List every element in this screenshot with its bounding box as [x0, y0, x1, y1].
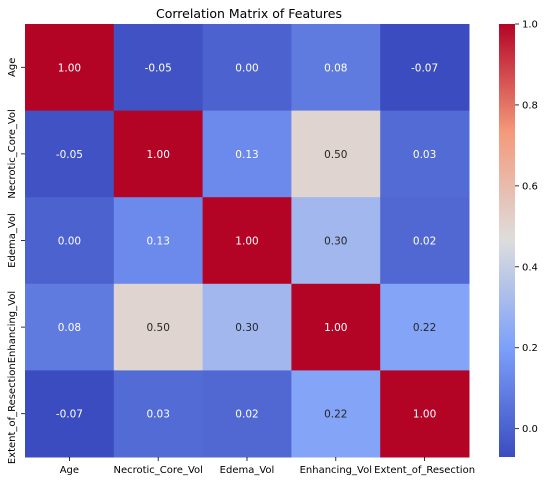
y-tick-label: Necrotic_Core_Vol	[7, 109, 18, 198]
x-tick-label: Enhancing_Vol	[300, 465, 372, 476]
heatmap-cell	[291, 197, 381, 285]
heatmap-cell	[25, 24, 115, 112]
cell-annotation: 0.08	[324, 62, 347, 74]
cell-annotation: 0.02	[235, 409, 258, 421]
heatmap-cell	[202, 197, 292, 285]
heatmap-cell	[291, 110, 381, 198]
cell-annotation: 0.00	[235, 62, 258, 74]
cell-annotation: 0.50	[147, 322, 170, 334]
heatmap-cell	[25, 283, 115, 371]
colorbar-tick-label: 0.2	[522, 343, 538, 354]
cell-annotation: -0.07	[56, 409, 83, 421]
colorbar-tick-label: 0.4	[522, 262, 538, 273]
cell-annotation: 0.50	[324, 149, 347, 161]
heatmap-cell	[113, 370, 204, 458]
heatmap-cell	[113, 110, 204, 198]
colorbar-tick-label: 1.0	[522, 20, 538, 31]
cell-annotation: 1.00	[147, 149, 170, 161]
heatmap-cell	[113, 283, 204, 371]
heatmap-cell	[291, 24, 381, 112]
heatmap-cell	[380, 370, 470, 458]
colorbar-tick-label: 0.0	[522, 424, 538, 435]
colorbar-gradient	[499, 24, 515, 457]
heatmap-cell	[291, 370, 381, 458]
heatmap-cell	[380, 283, 470, 371]
heatmap-cell	[380, 197, 470, 285]
heatmap-cell	[25, 110, 115, 198]
heatmap-cell	[291, 283, 381, 371]
cell-annotation: 0.13	[235, 149, 258, 161]
x-tick-label: Edema_Vol	[220, 465, 275, 476]
heatmap-cell	[380, 24, 470, 112]
heatmap-cell	[25, 197, 115, 285]
cell-annotation: 0.08	[58, 322, 81, 334]
cell-annotation: 0.03	[413, 149, 436, 161]
x-axis-ticks: Age Necrotic_Core_Vol Edema_Vol Enhancing_V…	[60, 457, 475, 476]
x-tick-label: Extent_of_Resection	[374, 465, 475, 476]
heatmap-cell	[202, 370, 292, 458]
cell-annotation: 0.30	[324, 236, 347, 248]
heatmap-cells	[25, 24, 470, 458]
heatmap-cell	[113, 197, 204, 285]
x-tick-label: Necrotic_Core_Vol	[113, 465, 202, 476]
cell-annotation: 1.00	[58, 62, 81, 74]
cell-annotation: 0.22	[413, 322, 436, 334]
cell-annotation: 0.22	[324, 409, 347, 421]
cell-annotation: -0.05	[56, 149, 83, 161]
chart-title: Correlation Matrix of Features	[156, 6, 342, 21]
colorbar: 0.0 0.2 0.4 0.6 0.8 1.0	[499, 20, 538, 457]
cell-annotation: 0.30	[235, 322, 258, 334]
cell-annotation: -0.07	[411, 62, 438, 74]
y-tick-label: Edema_Vol	[7, 213, 18, 268]
x-tick-label: Age	[60, 465, 79, 476]
cell-annotation: 0.00	[58, 236, 81, 248]
y-tick-label: Enhancing_Vol	[7, 291, 18, 363]
heatmap-cell	[202, 24, 292, 112]
colorbar-tick-label: 0.8	[522, 100, 538, 111]
cell-annotation: 0.03	[147, 409, 170, 421]
heatmap-cell	[25, 370, 115, 458]
heatmap-cell	[202, 283, 292, 371]
colorbar-tick-label: 0.6	[522, 181, 538, 192]
cell-annotation: 0.02	[413, 236, 436, 248]
cell-annotations: 1.00 -0.05 0.00 0.08 -0.07 -0.05 1.00 0.13 0.50 0…	[56, 62, 438, 420]
cell-annotation: 1.00	[413, 409, 436, 421]
cell-annotation: 1.00	[235, 236, 258, 248]
heatmap-cell	[113, 24, 204, 112]
y-tick-label: Age	[7, 58, 18, 77]
heatmap-cell	[380, 110, 470, 198]
cell-annotation: 1.00	[324, 322, 347, 334]
heatmap-cell	[202, 110, 292, 198]
cell-annotation: 0.13	[147, 236, 170, 248]
y-axis-ticks: Age Necrotic_Core_Vol Edema_Vol Enhancing_V…	[7, 58, 25, 464]
cell-annotation: -0.05	[145, 62, 172, 74]
y-tick-label: Extent_of_Resection	[7, 363, 18, 464]
